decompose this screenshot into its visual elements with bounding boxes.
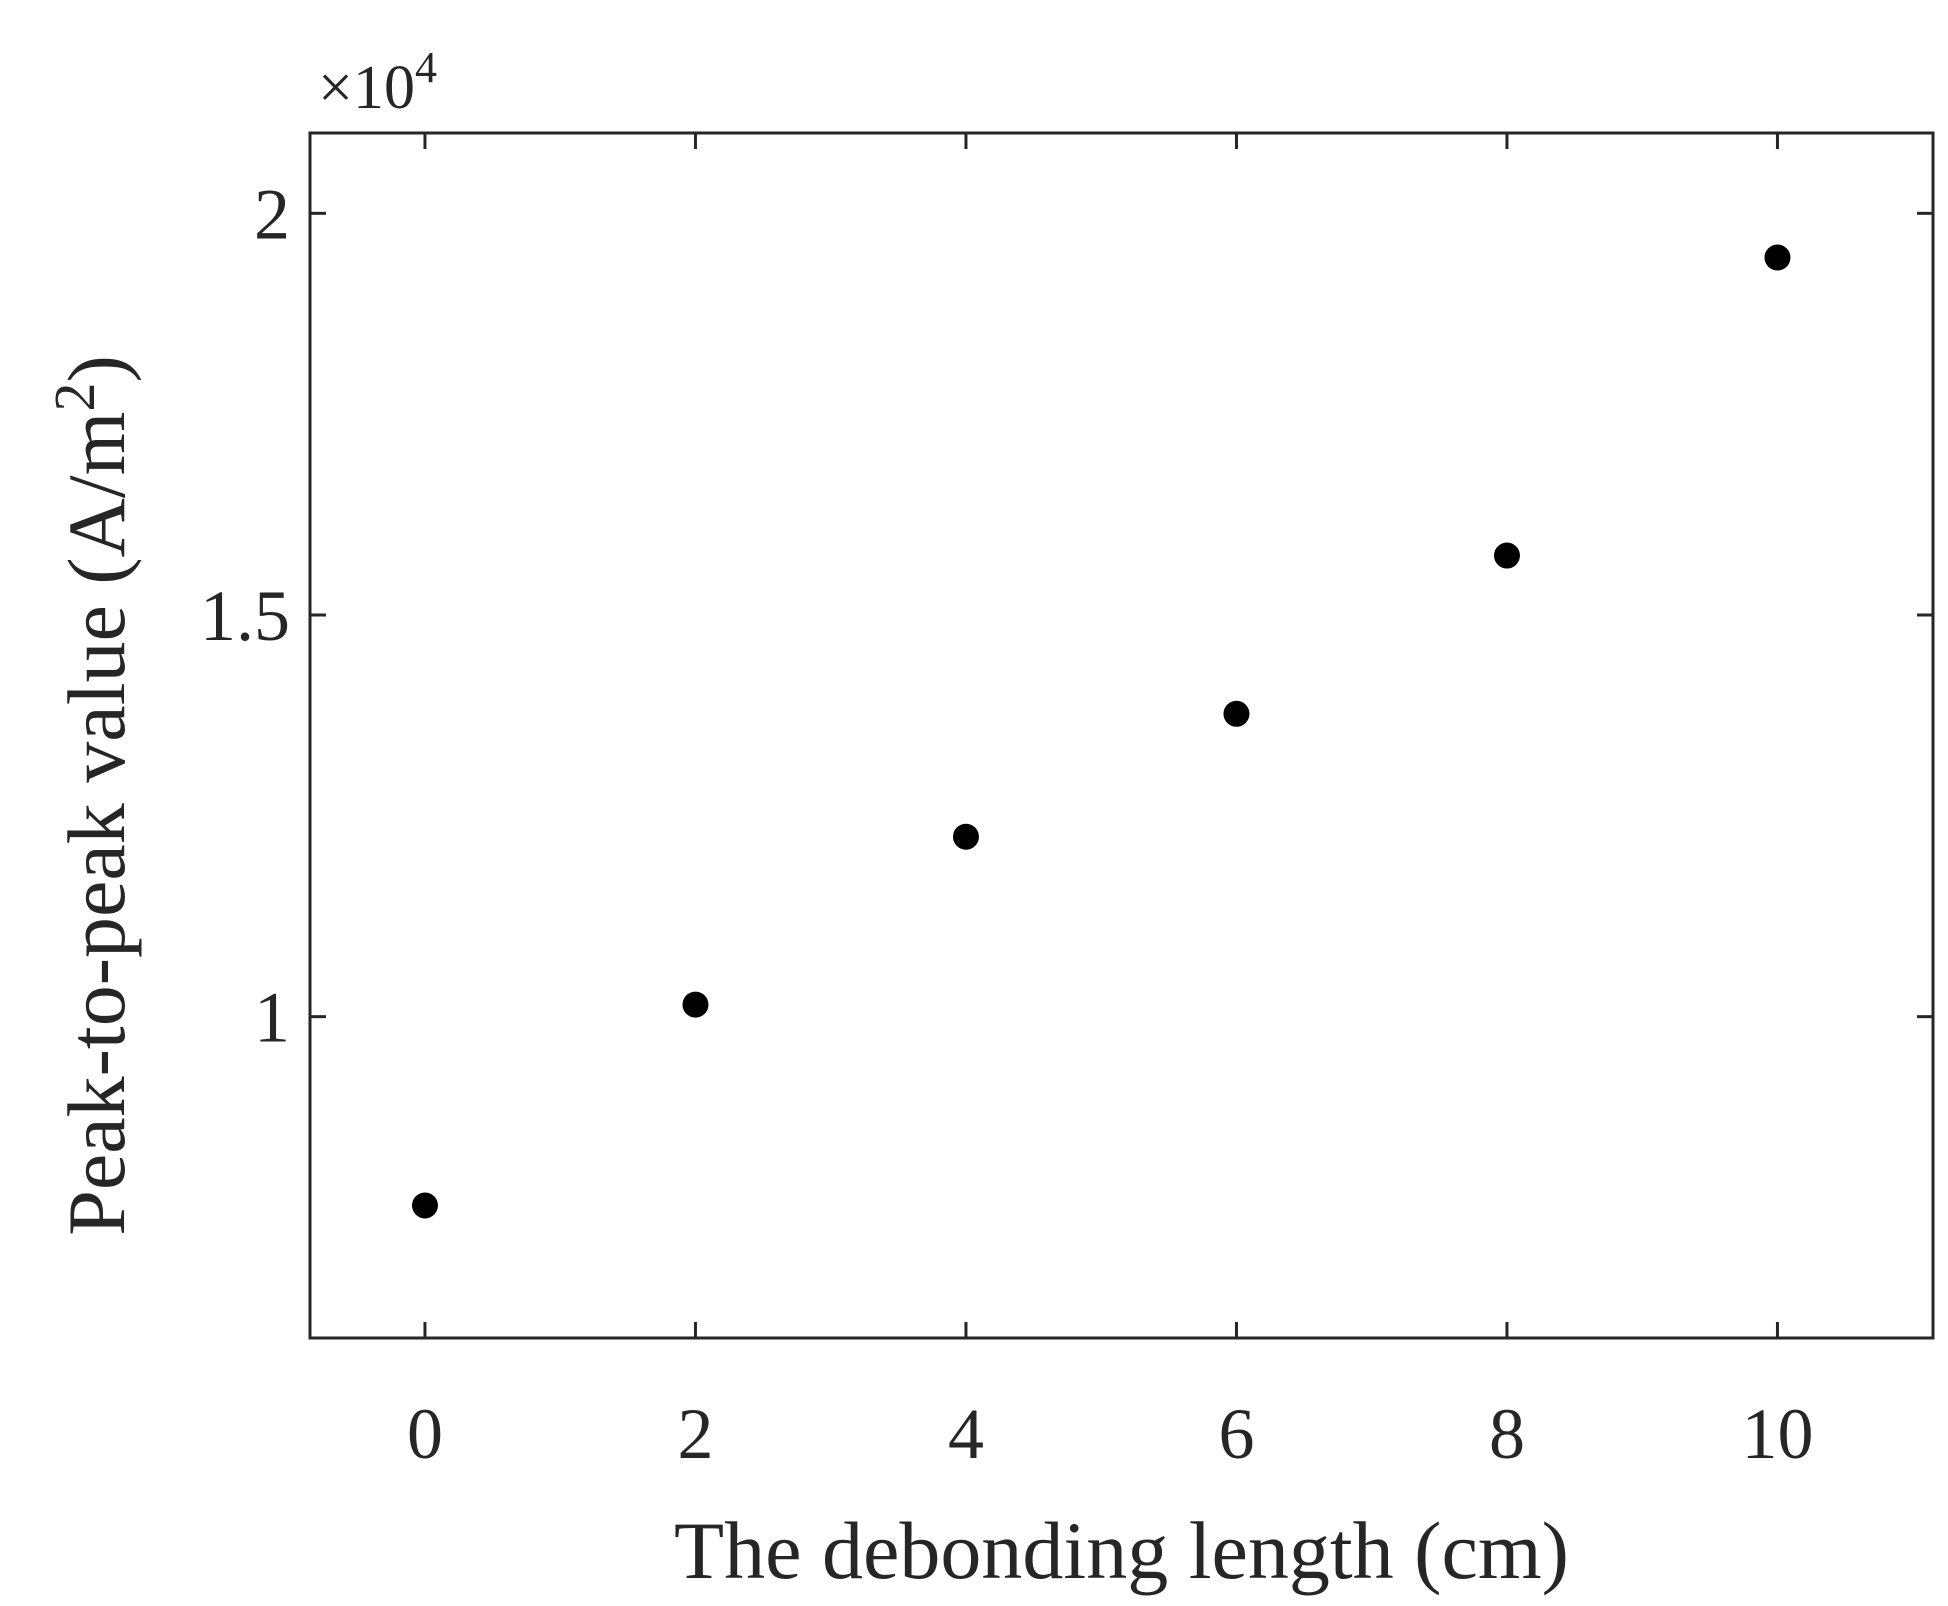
x-axis-label: The debonding length (cm) bbox=[674, 1505, 1569, 1596]
x-tick-label: 8 bbox=[1489, 1394, 1525, 1474]
axes-box bbox=[308, 131, 1935, 1340]
y-tick-label: 1.5 bbox=[200, 576, 290, 656]
y-axis-label: Peak-to-peak value (A/m2) bbox=[42, 355, 142, 1236]
data-point bbox=[1764, 244, 1791, 271]
data-point bbox=[1493, 542, 1520, 569]
x-tick-label: 10 bbox=[1741, 1394, 1813, 1474]
y-tick-label: 1 bbox=[254, 978, 290, 1058]
tick-marks bbox=[310, 133, 1933, 1338]
y-axis-exponent: ×104 bbox=[318, 43, 437, 122]
data-point bbox=[1223, 700, 1250, 727]
data-points bbox=[411, 244, 1791, 1219]
x-tick-label: 4 bbox=[948, 1394, 984, 1474]
y-tick-labels: 11.52 bbox=[200, 174, 290, 1057]
y-tick-label: 2 bbox=[254, 174, 290, 254]
data-point bbox=[952, 823, 979, 850]
data-point bbox=[682, 991, 709, 1018]
data-point bbox=[411, 1192, 438, 1219]
x-tick-labels: 0 2 4 6 8 10 bbox=[407, 1394, 1814, 1474]
x-tick-label: 0 bbox=[407, 1394, 443, 1474]
x-tick-label: 6 bbox=[1218, 1394, 1254, 1474]
x-tick-label: 2 bbox=[677, 1394, 713, 1474]
